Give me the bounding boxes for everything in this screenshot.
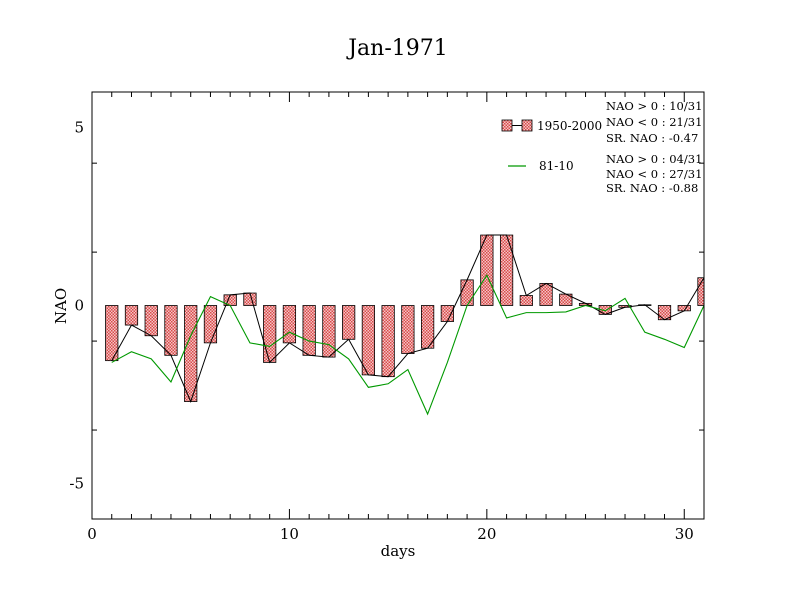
bar-day-3 (144, 305, 158, 337)
x-axis-label: days (381, 542, 416, 560)
bar-day-14 (361, 305, 375, 376)
bar-day-8 (243, 292, 257, 306)
bar-series (105, 234, 705, 402)
y-tick-label--5: -5 (69, 474, 84, 492)
stat-1950-neg: NAO < 0 : 21/31 (606, 115, 702, 129)
bar-day-2 (124, 305, 139, 326)
bar-day-12 (322, 305, 336, 358)
plot-frame (91, 91, 705, 520)
bar-day-23 (539, 283, 553, 306)
legend-swatch-bar-left (501, 119, 513, 132)
x-tick-label-10: 10 (280, 525, 299, 543)
line-81-10 (111, 274, 705, 416)
stat-1950-pos: NAO > 0 : 10/31 (606, 99, 702, 113)
bar-day-22 (519, 295, 533, 306)
legend: 1950-2000 81-10 NAO > 0 : 10/31 NAO < 0 … (501, 99, 702, 195)
y-axis: -5 0 5 (69, 119, 704, 520)
bar-day-15 (381, 305, 395, 378)
bar-day-19 (460, 279, 474, 306)
stat-1950-sr: SR. NAO : -0.47 (606, 131, 698, 145)
bar-day-16 (401, 305, 415, 354)
bar-day-6 (203, 305, 218, 344)
bar-day-11 (302, 305, 316, 356)
bar-day-21 (499, 234, 514, 306)
x-tick-label-30: 30 (675, 525, 694, 543)
y-tick-label-0: 0 (74, 297, 84, 315)
legend-label-81-10: 81-10 (539, 159, 574, 173)
bar-day-4 (164, 305, 178, 356)
stat-8110-neg: NAO < 0 : 27/31 (606, 167, 702, 181)
chart-title: Jan-1971 (346, 36, 448, 61)
legend-swatch-bar-right (521, 119, 533, 132)
stat-8110-pos: NAO > 0 : 04/31 (606, 152, 702, 166)
x-tick-label-0: 0 (87, 525, 97, 543)
legend-label-1950-2000: 1950-2000 (537, 119, 602, 133)
line-series (111, 234, 705, 416)
bar-day-10 (282, 305, 297, 344)
bar-day-9 (263, 305, 277, 363)
y-tick-label-5: 5 (74, 119, 84, 137)
x-axis: 0 10 20 30 (87, 92, 705, 543)
bar-day-13 (342, 305, 356, 340)
y-axis-label: NAO (52, 288, 70, 324)
bar-day-31 (697, 277, 705, 306)
line-1950-2000 (111, 234, 705, 403)
stat-8110-sr: SR. NAO : -0.88 (606, 181, 698, 195)
x-tick-label-20: 20 (477, 525, 496, 543)
